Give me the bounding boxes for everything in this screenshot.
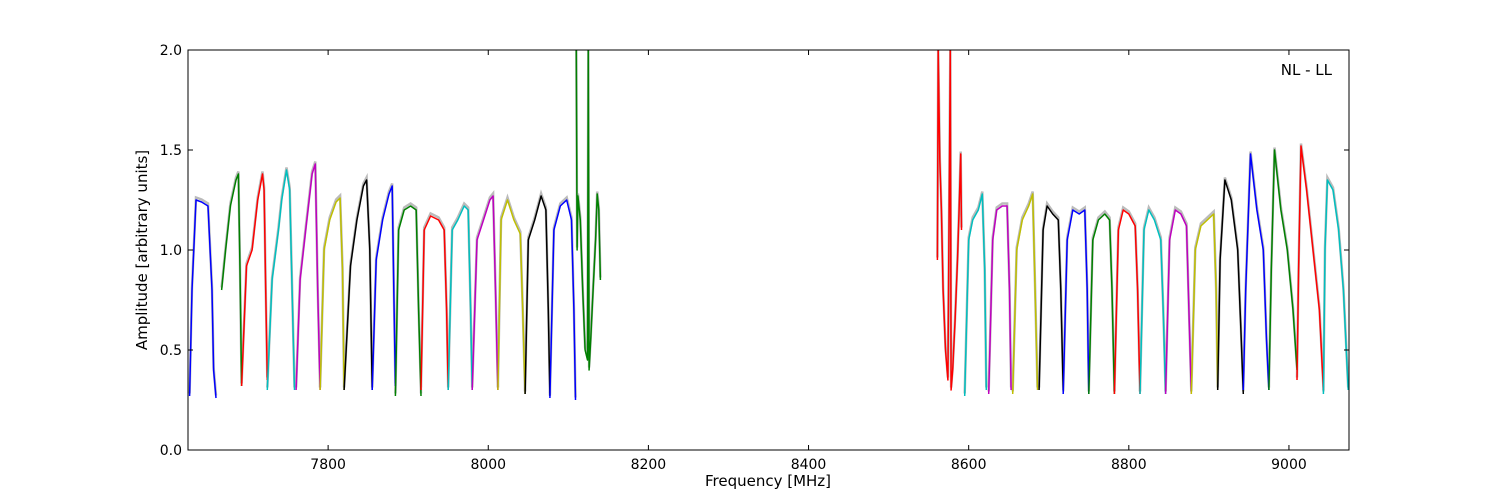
annotation-label: NL - LL	[1281, 61, 1333, 79]
series-line-6	[343, 179, 373, 391]
series-line-0	[188, 199, 217, 399]
x-tick-label: 8200	[631, 457, 667, 473]
series-line-23	[1113, 209, 1141, 395]
series-layer	[188, 50, 1349, 401]
x-tick-label: 7800	[310, 457, 346, 473]
series-line-14	[549, 199, 577, 401]
plot-area	[188, 50, 1349, 450]
series-line-25	[1164, 209, 1193, 395]
series-line-9	[420, 215, 449, 391]
series-line-2	[240, 173, 269, 387]
series-line-3	[266, 169, 296, 391]
series-line-12	[497, 199, 526, 395]
series-line-27	[1216, 179, 1245, 395]
series-line-16	[936, 50, 963, 391]
series-line-20	[1038, 205, 1064, 391]
series-line-5	[319, 197, 345, 391]
y-tick-label: 0.0	[160, 443, 182, 459]
y-tick-label: 2.0	[160, 43, 182, 59]
y-tick-label: 1.0	[160, 243, 182, 259]
x-tick-label: 9000	[1271, 457, 1307, 473]
series-line-19	[1011, 193, 1039, 395]
x-tick-label: 8000	[470, 457, 506, 473]
y-tick-label: 0.5	[160, 343, 182, 359]
x-axis-label: Frequency [MHz]	[705, 472, 831, 490]
series-line-21	[1062, 209, 1090, 395]
series-line-10	[447, 205, 473, 391]
series-line-24	[1139, 209, 1167, 395]
series-line-31	[1322, 179, 1349, 395]
y-tick-label: 1.5	[160, 143, 182, 159]
series-line-11	[471, 195, 499, 391]
series-line-7	[371, 185, 397, 391]
series-line-4	[295, 163, 321, 391]
x-tick-label: 8600	[951, 457, 987, 473]
series-line-1	[220, 173, 243, 387]
x-tick-label: 8800	[1111, 457, 1147, 473]
series-line-13	[524, 195, 551, 397]
y-axis-label: Amplitude [arbitrary units]	[133, 150, 151, 350]
series-line-8	[394, 205, 422, 397]
x-tick-label: 8400	[791, 457, 827, 473]
series-line-15	[575, 50, 602, 371]
series-line-18	[987, 205, 1012, 395]
series-line-30	[1296, 145, 1325, 391]
series-line-29	[1268, 149, 1298, 391]
ticks-layer: 7800 8000 8200 8400 8600 8800 9000 0.0 0.5 1.0 1.5…	[160, 43, 1349, 473]
series-line-26	[1190, 213, 1219, 395]
series-line-28	[1242, 153, 1270, 391]
series-line-17	[963, 193, 988, 397]
series-line-22	[1088, 213, 1116, 395]
